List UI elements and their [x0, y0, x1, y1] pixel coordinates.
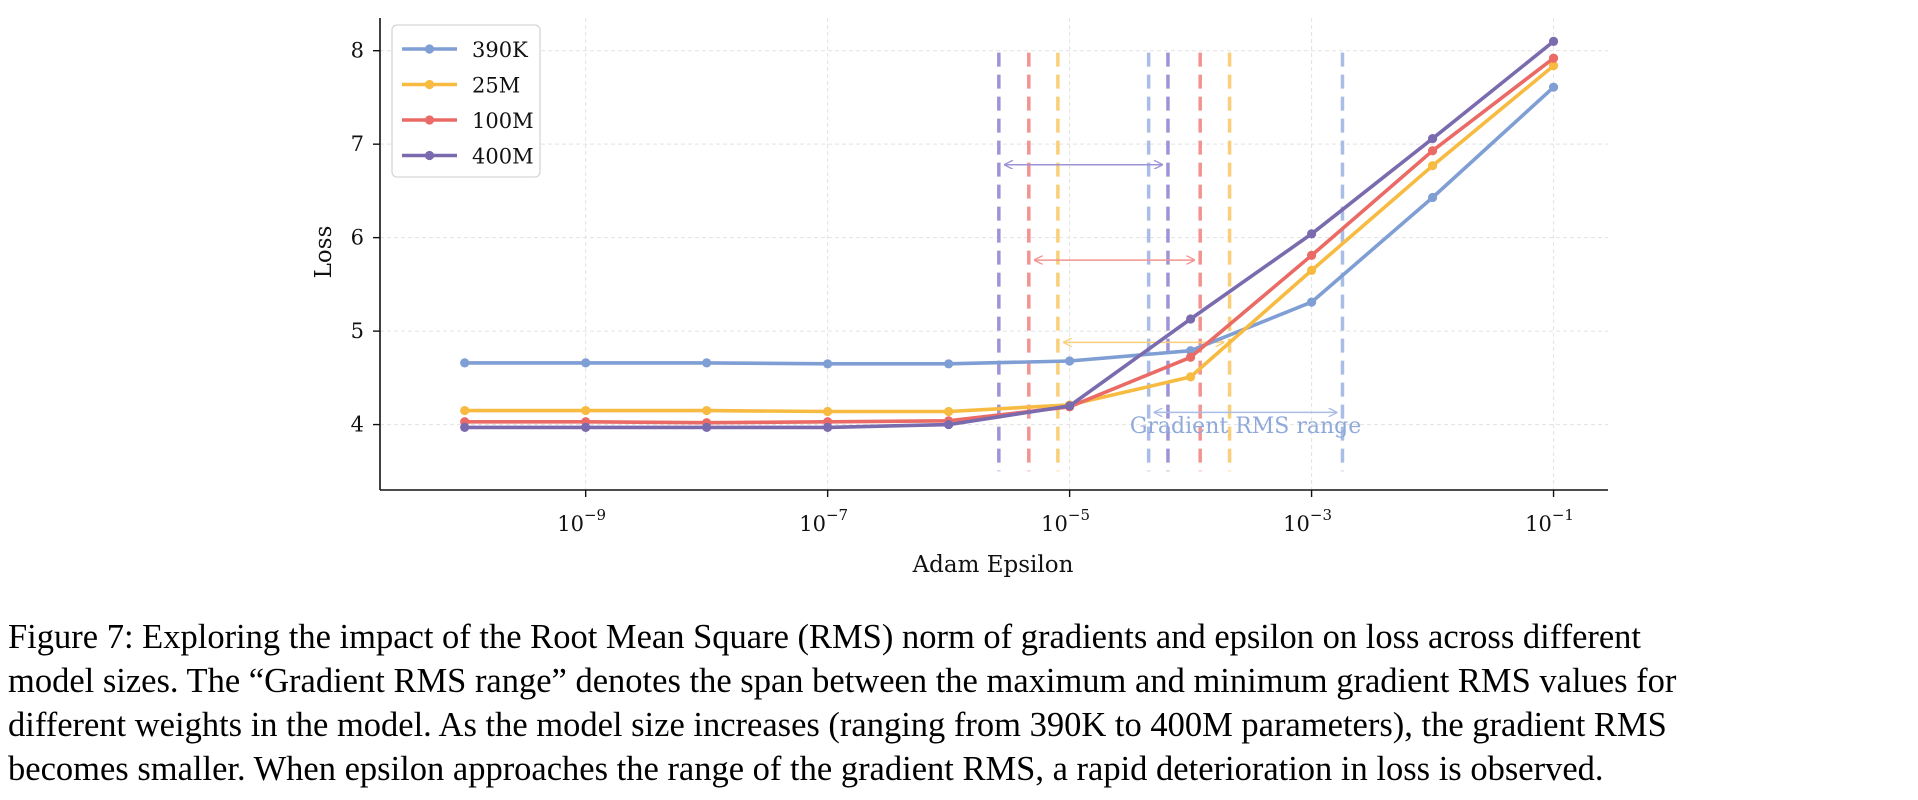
x-tick-label: 10−9 — [557, 506, 606, 536]
series-line-390K — [464, 85, 1555, 366]
y-tick-label: 4 — [351, 413, 364, 437]
x-tick-exponent: −3 — [1310, 506, 1332, 524]
x-tick-label: 10−5 — [1041, 506, 1090, 536]
data-point-25M — [944, 406, 954, 417]
data-point-390K — [460, 358, 470, 368]
data-point-390K — [1427, 192, 1438, 203]
caption-line: Figure 7: Exploring the impact of the Ro… — [8, 618, 1642, 656]
data-point-400M — [823, 422, 833, 432]
loss-vs-epsilon-chart: Gradient RMS range 10−9 10−7 10−5 10−3 10−1 4 5… — [311, 18, 1608, 578]
legend-label-400M: 400M — [472, 145, 534, 169]
data-point-400M — [1548, 36, 1559, 46]
data-point-400M — [1427, 133, 1438, 144]
x-tick-exponent: −1 — [1552, 506, 1574, 524]
legend-marker-25M — [424, 79, 435, 90]
legend-label-390K: 390K — [472, 38, 528, 62]
data-point-25M — [1548, 61, 1559, 71]
y-tick-label: 6 — [351, 226, 364, 250]
data-point-25M — [1427, 161, 1438, 171]
legend-marker-400M — [424, 150, 435, 161]
data-point-25M — [1306, 265, 1317, 275]
data-point-400M — [1186, 314, 1196, 324]
data-point-100M — [1186, 352, 1196, 362]
x-tick-exponent: −7 — [826, 506, 848, 524]
data-point-390K — [823, 359, 833, 369]
x-axis-label: Adam Epsilon — [912, 552, 1074, 578]
data-point-400M — [1306, 229, 1317, 239]
data-point-390K — [944, 359, 954, 369]
data-point-390K — [1306, 297, 1317, 307]
legend-label-25M: 25M — [472, 74, 520, 98]
legend-marker-100M — [424, 115, 435, 125]
data-point-400M — [1065, 401, 1075, 411]
y-tick-label: 8 — [351, 39, 364, 63]
data-point-390K — [702, 358, 712, 368]
legend-label-100M: 100M — [472, 109, 534, 133]
caption-line: becomes smaller. When epsilon approaches… — [8, 750, 1604, 788]
x-tick-label: 10−7 — [799, 506, 848, 536]
figure-caption: Figure 7: Exploring the impact of the Ro… — [8, 615, 1913, 791]
caption-line: different weights in the model. As the m… — [8, 706, 1667, 744]
data-point-25M — [702, 405, 712, 416]
caption-line: model sizes. The “Gradient RMS range” de… — [8, 662, 1677, 700]
y-axis-label: Loss — [311, 226, 337, 279]
x-tick-exponent: −9 — [584, 506, 606, 524]
data-point-25M — [581, 405, 591, 416]
data-point-25M — [460, 405, 470, 416]
x-tick-exponent: −5 — [1068, 506, 1090, 524]
data-point-400M — [581, 422, 591, 432]
data-point-400M — [702, 422, 712, 432]
data-point-100M — [1427, 146, 1438, 156]
data-point-400M — [460, 422, 470, 432]
data-point-100M — [1548, 53, 1559, 63]
series-line-100M — [464, 56, 1555, 425]
series-line-400M — [464, 39, 1555, 430]
data-point-25M — [823, 406, 833, 417]
legend-box — [391, 24, 541, 178]
data-point-390K — [581, 358, 591, 368]
y-tick-label: 5 — [351, 319, 364, 343]
x-tick-label: 10−1 — [1525, 506, 1574, 536]
data-point-390K — [1065, 356, 1075, 366]
y-tick-label: 7 — [351, 132, 364, 156]
data-point-25M — [1186, 372, 1196, 382]
data-point-400M — [944, 419, 954, 430]
data-point-100M — [1306, 250, 1317, 261]
legend-marker-390K — [424, 44, 435, 54]
data-point-390K — [1548, 82, 1559, 92]
series-line-25M — [464, 64, 1555, 414]
gradient-rms-range-label: Gradient RMS range — [1130, 414, 1361, 439]
legend: 390K 25M 100M 400M — [391, 24, 541, 178]
x-tick-label: 10−3 — [1283, 506, 1332, 536]
